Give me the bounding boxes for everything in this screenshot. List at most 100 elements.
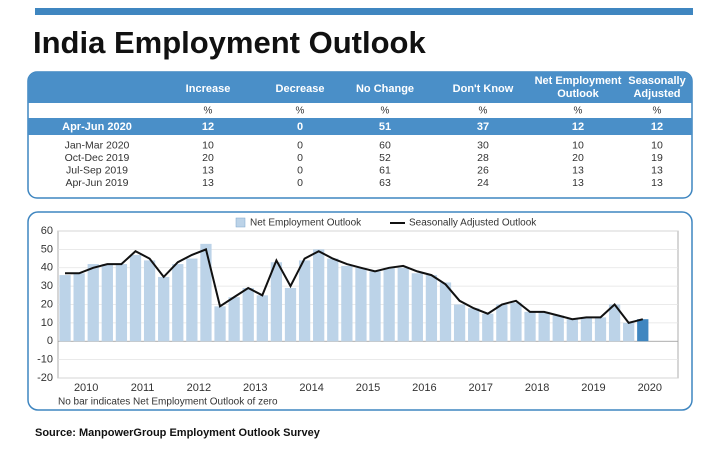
bar <box>228 297 240 342</box>
y-tick-label: 30 <box>41 280 53 292</box>
table-header-bg <box>28 72 692 103</box>
cell: 37 <box>477 121 489 133</box>
cell: 26 <box>477 164 489 176</box>
x-tick-label: 2013 <box>243 382 267 394</box>
column-header: Outlook <box>557 88 599 100</box>
x-tick-label: 2010 <box>74 382 98 394</box>
legend-swatch <box>235 217 246 228</box>
column-header: Net Employment <box>535 75 622 87</box>
cell: 0 <box>297 139 303 151</box>
cell: 13 <box>202 177 214 189</box>
cell: 0 <box>297 152 303 164</box>
bar <box>158 276 170 342</box>
line <box>65 248 644 325</box>
bar <box>59 275 71 342</box>
column-header: Decrease <box>276 83 325 95</box>
page-title: India Employment Outlook <box>33 25 426 60</box>
cell: 13 <box>651 164 663 176</box>
cell: 13 <box>572 164 584 176</box>
cell: 10 <box>202 139 214 151</box>
cell: 10 <box>651 139 663 151</box>
y-tick-label: 0 <box>47 335 53 347</box>
row-label: Jan-Mar 2020 <box>65 139 130 151</box>
row-label: Jul-Sep 2019 <box>66 164 128 176</box>
bar <box>397 267 409 342</box>
bar <box>341 265 353 342</box>
bar <box>383 267 395 342</box>
bar <box>439 282 452 342</box>
cell: 52 <box>379 152 391 164</box>
x-tick-label: 2018 <box>525 382 549 394</box>
cell: 13 <box>572 177 584 189</box>
x-tick-label: 2019 <box>581 382 605 394</box>
y-tick-label: 50 <box>41 243 53 255</box>
unit: % <box>653 106 662 117</box>
x-tick-label: 2017 <box>468 382 492 394</box>
x-tick-label: 2014 <box>299 382 323 394</box>
bar <box>143 260 156 342</box>
bar <box>284 287 297 342</box>
bar <box>524 311 536 342</box>
cell: 61 <box>379 164 391 176</box>
bar <box>101 264 113 342</box>
cell: 28 <box>477 152 489 164</box>
bar <box>623 322 635 342</box>
legend-label: Seasonally Adjusted Outlook <box>409 218 537 229</box>
x-tick-label: 2016 <box>412 382 436 394</box>
bar <box>453 304 466 342</box>
bar <box>186 258 198 342</box>
column-header: Adjusted <box>633 88 680 100</box>
bar <box>200 243 212 342</box>
unit: % <box>574 106 583 117</box>
cell: 63 <box>379 177 391 189</box>
column-header: No Change <box>356 83 414 95</box>
bar <box>115 264 128 342</box>
bar <box>270 262 283 342</box>
bar <box>580 317 593 342</box>
row-label: Apr-Jun 2020 <box>62 121 132 133</box>
bar <box>496 304 508 342</box>
cell: 24 <box>477 177 489 189</box>
bar <box>411 273 423 342</box>
cell: 0 <box>297 164 303 176</box>
source: Source: ManpowerGroup Employment Outlook… <box>35 427 321 439</box>
chart-note: No bar indicates Net Employment Outlook … <box>58 397 278 408</box>
bar <box>73 273 85 342</box>
row-label: Oct-Dec 2019 <box>65 152 130 164</box>
column-header: Increase <box>186 83 231 95</box>
bar <box>298 260 311 342</box>
y-tick-label: -10 <box>37 354 53 366</box>
cell: 20 <box>202 152 214 164</box>
bar <box>637 319 649 342</box>
cell: 12 <box>202 121 214 133</box>
y-tick-label: 10 <box>41 317 53 329</box>
cell: 12 <box>651 121 663 133</box>
bar <box>87 264 99 342</box>
bar <box>608 304 621 342</box>
x-tick-label: 2015 <box>356 382 380 394</box>
table-highlight-bg <box>28 118 692 135</box>
bar <box>566 319 578 342</box>
bar <box>242 287 254 342</box>
unit: % <box>479 106 488 117</box>
bar <box>327 258 339 342</box>
cell: 51 <box>379 121 391 133</box>
cell: 19 <box>651 152 663 164</box>
bar <box>172 264 184 342</box>
bar <box>369 271 381 342</box>
row-label: Apr-Jun 2019 <box>65 177 128 189</box>
cell: 0 <box>297 121 303 133</box>
cell: 10 <box>572 139 584 151</box>
unit: % <box>204 106 213 117</box>
x-tick-label: 2012 <box>187 382 211 394</box>
bar <box>468 308 480 342</box>
bar <box>129 254 142 342</box>
y-tick-label: 40 <box>41 262 53 274</box>
bar <box>594 317 607 342</box>
y-tick-label: 60 <box>41 225 53 237</box>
bar <box>355 267 367 342</box>
bar <box>510 302 522 342</box>
bar <box>425 275 438 342</box>
bar <box>214 306 226 342</box>
column-header: Seasonally <box>628 75 686 87</box>
